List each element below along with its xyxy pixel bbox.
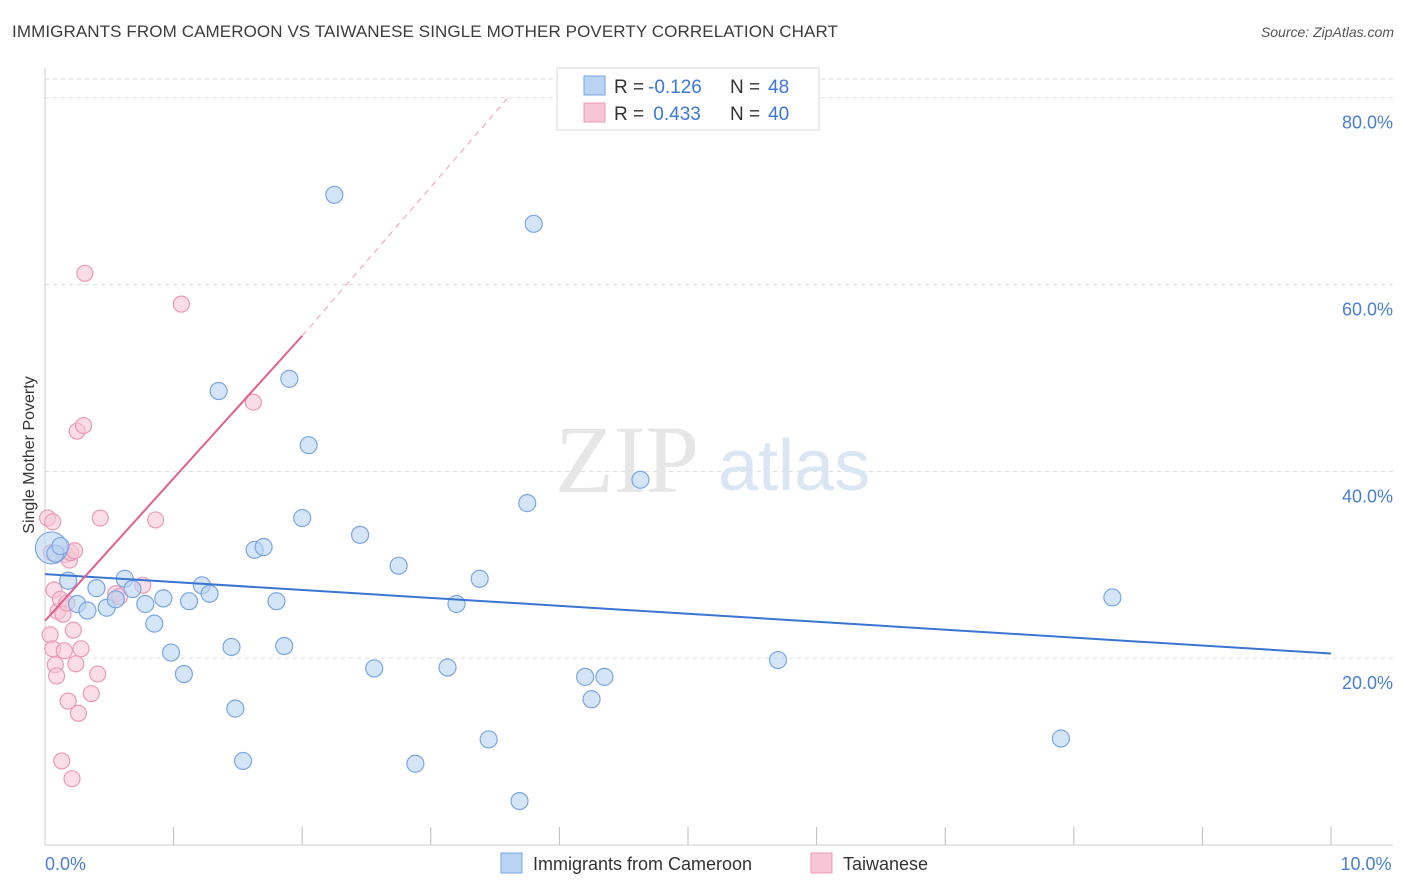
taiwanese-point	[74, 416, 93, 435]
cameroon-point	[106, 590, 125, 609]
cameroon-point	[87, 579, 106, 598]
y-tick-label: 60.0%	[1342, 300, 1393, 320]
x-tick-label: 0.0%	[45, 854, 86, 874]
cameroon-point	[631, 470, 650, 489]
trend-lines	[44, 97, 1332, 655]
taiwanese-point	[82, 685, 100, 703]
y-tick-labels: 20.0% 40.0% 60.0% 80.0%	[1342, 113, 1393, 693]
taiwanese-point	[63, 770, 81, 788]
taiwanese-point	[41, 626, 59, 644]
taiwanese-point	[91, 509, 109, 527]
taiwanese-point	[244, 393, 262, 411]
cameroon-point	[51, 536, 70, 556]
y-tick-label: 20.0%	[1342, 673, 1393, 693]
cameroon-trend-line	[44, 573, 1332, 655]
cameroon-point	[350, 525, 370, 544]
watermark-atlas: atlas	[718, 426, 870, 506]
legend-n-label-2: N =	[730, 104, 760, 125]
cameroon-point	[447, 594, 466, 614]
taiwanese-point	[172, 295, 190, 313]
y-axis-title: Single Mother Poverty	[21, 376, 38, 533]
bottom-legend-swatch-taiwanese	[810, 852, 833, 874]
legend-n-label-1: N =	[730, 77, 760, 98]
cameroon-point	[389, 556, 408, 575]
taiwanese-point	[146, 511, 165, 529]
cameroon-point	[209, 381, 228, 401]
gridlines	[45, 78, 1393, 659]
legend-n-value-1: 48	[768, 77, 789, 98]
cameroon-point	[576, 667, 595, 686]
taiwanese-point	[47, 667, 66, 685]
taiwanese-trend-line	[44, 335, 303, 622]
cameroon-point	[161, 643, 181, 662]
legend-r-value-2: 0.433	[648, 104, 701, 125]
bottom-legend-label-taiwanese: Taiwanese	[843, 854, 928, 874]
legend-swatch-taiwanese	[583, 102, 606, 123]
y-tick-label: 80.0%	[1342, 113, 1393, 133]
source-label: Source: ZipAtlas.com	[1260, 24, 1394, 40]
cameroon-point	[233, 751, 253, 771]
cameroon-point	[280, 369, 299, 388]
watermark-zip: ZIP	[555, 406, 699, 513]
cameroon-point	[293, 508, 312, 528]
cameroon-point	[154, 589, 173, 608]
legend-n-value-2: 40	[768, 104, 789, 125]
cameroon-point	[518, 494, 537, 513]
correlation-legend: R = -0.126 N = 48 R = 0.433 N = 40	[556, 67, 820, 131]
cameroon-point	[470, 569, 489, 588]
taiwanese-point	[53, 752, 71, 770]
cameroon-point	[299, 436, 318, 455]
taiwanese-point	[64, 621, 82, 639]
legend-r-label-1: R =	[614, 77, 644, 98]
cameroon-point	[254, 537, 273, 557]
cameroon-point	[1051, 729, 1071, 748]
bottom-legend: Immigrants from Cameroon Taiwanese	[500, 852, 928, 874]
cameroon-point	[267, 592, 286, 611]
taiwanese-point	[89, 665, 107, 683]
axes	[44, 68, 1393, 846]
chart-title: IMMIGRANTS FROM CAMEROON VS TAIWANESE SI…	[12, 22, 838, 41]
cameroon-point	[123, 579, 142, 599]
cameroon-point	[78, 601, 97, 620]
cameroon-point	[200, 584, 219, 603]
taiwanese-point	[55, 642, 73, 660]
bottom-legend-label-cameroon: Immigrants from Cameroon	[533, 854, 752, 874]
cameroon-point	[325, 185, 344, 204]
cameroon-point	[145, 614, 164, 633]
cameroon-point	[768, 650, 788, 670]
y-tick-label: 40.0%	[1342, 486, 1393, 506]
legend-r-label-2: R =	[614, 104, 644, 125]
taiwanese-point	[67, 655, 85, 673]
cameroon-point	[582, 690, 601, 709]
cameroon-point	[510, 791, 529, 811]
cameroon-point	[222, 637, 241, 657]
taiwanese-point	[76, 264, 94, 282]
cameroon-point	[226, 699, 245, 718]
taiwanese-point	[69, 704, 88, 722]
cameroon-point	[1103, 588, 1122, 607]
cameroon-point	[275, 636, 294, 656]
taiwanese-point	[59, 692, 77, 710]
cameroon-point	[406, 754, 425, 773]
cameroon-point	[438, 658, 457, 677]
cameroon-points	[34, 185, 1122, 811]
taiwanese-trend-extension	[301, 97, 509, 337]
cameroon-point	[479, 730, 498, 749]
cameroon-point	[524, 214, 543, 233]
cameroon-point	[365, 659, 384, 678]
cameroon-point	[179, 592, 199, 611]
taiwanese-point	[44, 513, 62, 531]
legend-swatch-cameroon	[583, 75, 606, 96]
x-tick-labels: 0.0% 10.0%	[45, 854, 1392, 874]
x-tick-label: 10.0%	[1340, 854, 1391, 874]
cameroon-point	[174, 664, 193, 684]
cameroon-point	[595, 667, 614, 686]
legend-r-value-1: -0.126	[648, 77, 702, 98]
taiwanese-point	[72, 640, 90, 658]
bottom-legend-swatch-cameroon	[500, 852, 523, 874]
cameroon-point	[136, 594, 155, 614]
